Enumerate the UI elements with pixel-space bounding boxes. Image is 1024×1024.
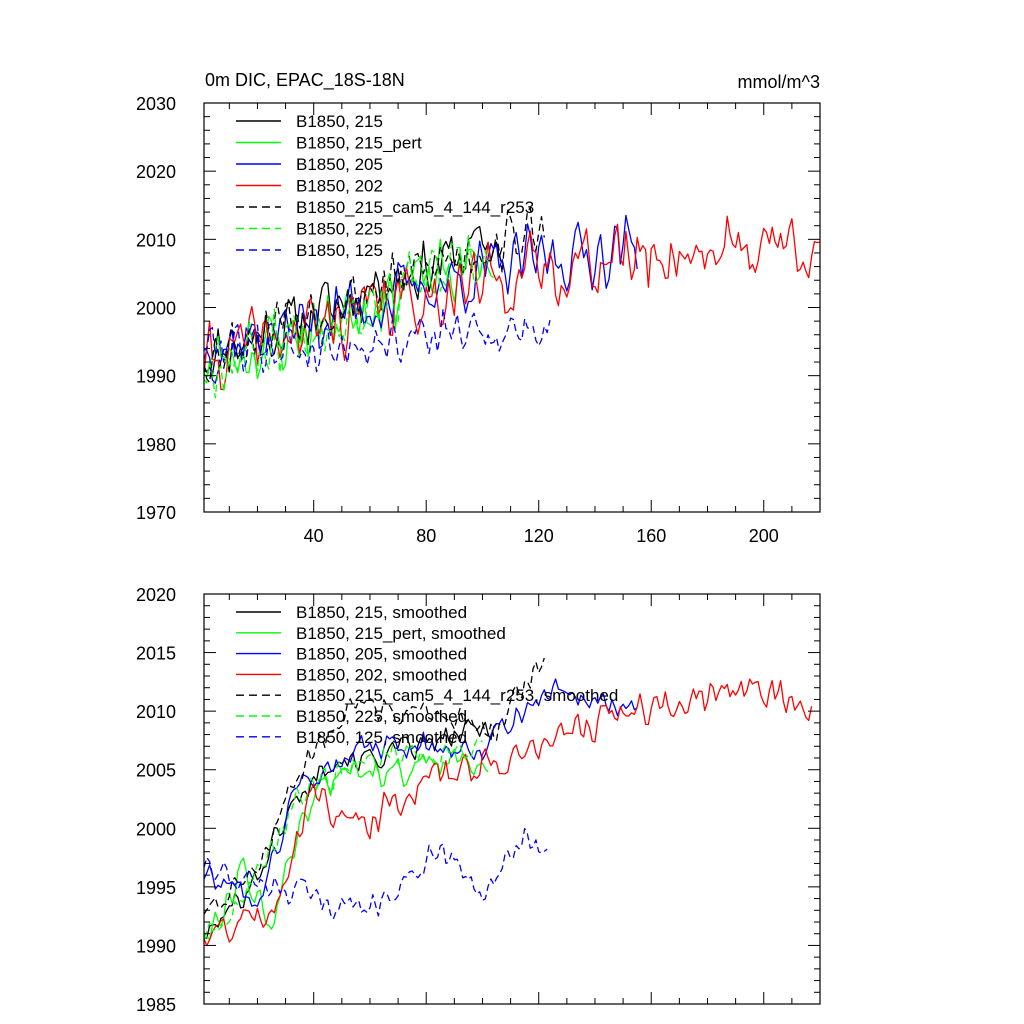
p1-ytick-label: 2020 [136,585,176,605]
p0-ytick-label: 1990 [136,367,176,387]
p0-legend-label-6: B1850, 225 [296,220,383,239]
p1-series-line-1 [204,719,498,939]
p0-legend-label-4: B1850, 202 [296,177,383,196]
p1-ytick-label: 1990 [136,936,176,956]
p0-xtick-label: 120 [524,526,554,546]
p0-xtick-label: 40 [304,526,324,546]
p0-ytick-label: 2000 [136,299,176,319]
p0-ytick-label: 1970 [136,503,176,523]
p1-series-line-3 [204,678,638,907]
p1-ytick-label: 2015 [136,644,176,664]
p0-series-line-7 [204,308,551,374]
p0-ytick-label: 2010 [136,230,176,250]
p0-xtick-label: 160 [636,526,666,546]
p1-legend: B1850, 215, smoothed B1850, 215_pert, smo… [236,603,618,747]
top-panel-units: mmol/m^3 [738,72,820,92]
p0-series-line-4 [204,215,820,391]
p1-legend-label-5: B1850_215_cam5_4_144_r253, smoothed [296,686,618,705]
p0-series-group [204,207,820,399]
p0-legend-label-5: B1850_215_cam5_4_144_r253 [296,198,534,217]
p0-ytick-label: 1980 [136,435,176,455]
top-panel-title: 0m DIC, EPAC_18S-18N [205,70,405,91]
p1-legend-label-1: B1850, 215, smoothed [296,603,467,622]
p0-series-line-1 [204,225,503,376]
p0-xtick-label: 80 [416,526,436,546]
p1-legend-label-3: B1850, 205, smoothed [296,645,467,664]
bottom-panel: 1985 1990 1995 2000 2005 2010 2015 2020 B1850, 2… [136,585,821,1015]
p0-legend-label-3: B1850, 205 [296,155,383,174]
p1-legend-label-7: B1850, 125, smoothed [296,728,467,747]
p1-legend-label-6: B1850, 225, smoothed [296,707,467,726]
p1-legend-label-4: B1850, 202, smoothed [296,665,467,684]
p1-ytick-label: 1995 [136,878,176,898]
p1-series-line-7 [204,827,548,920]
p1-series-line-2 [204,748,489,941]
p1-ytick-label: 2005 [136,761,176,781]
p1-ytick-label: 2010 [136,702,176,722]
p0-xtick-label: 200 [749,526,779,546]
p1-legend-label-2: B1850, 215_pert, smoothed [296,624,506,643]
p1-ytick-label: 2000 [136,819,176,839]
p1-ytick-label: 1985 [136,995,176,1015]
p1-series-line-4 [204,678,813,947]
p0-series-line-2 [204,238,495,380]
p0-legend-label-2: B1850, 215_pert [296,134,422,153]
p1-series-group [204,657,813,947]
p1-plot-frame [203,593,821,1005]
p0-ytick-label: 2020 [136,162,176,182]
p1-series-line-5 [204,657,545,915]
p0-series-line-6 [204,235,489,399]
p1-series-line-6 [204,739,483,938]
p0-ytick-label: 2030 [136,94,176,114]
p0-legend: B1850, 215 B1850, 215_pert B1850, 205 B1850… [236,112,534,260]
p0-legend-label-1: B1850, 215 [296,112,383,131]
top-panel: 1970 1980 1990 2000 2010 2020 2030 40 80 120 160 20… [136,94,821,546]
p0-legend-label-7: B1850, 125 [296,241,383,260]
